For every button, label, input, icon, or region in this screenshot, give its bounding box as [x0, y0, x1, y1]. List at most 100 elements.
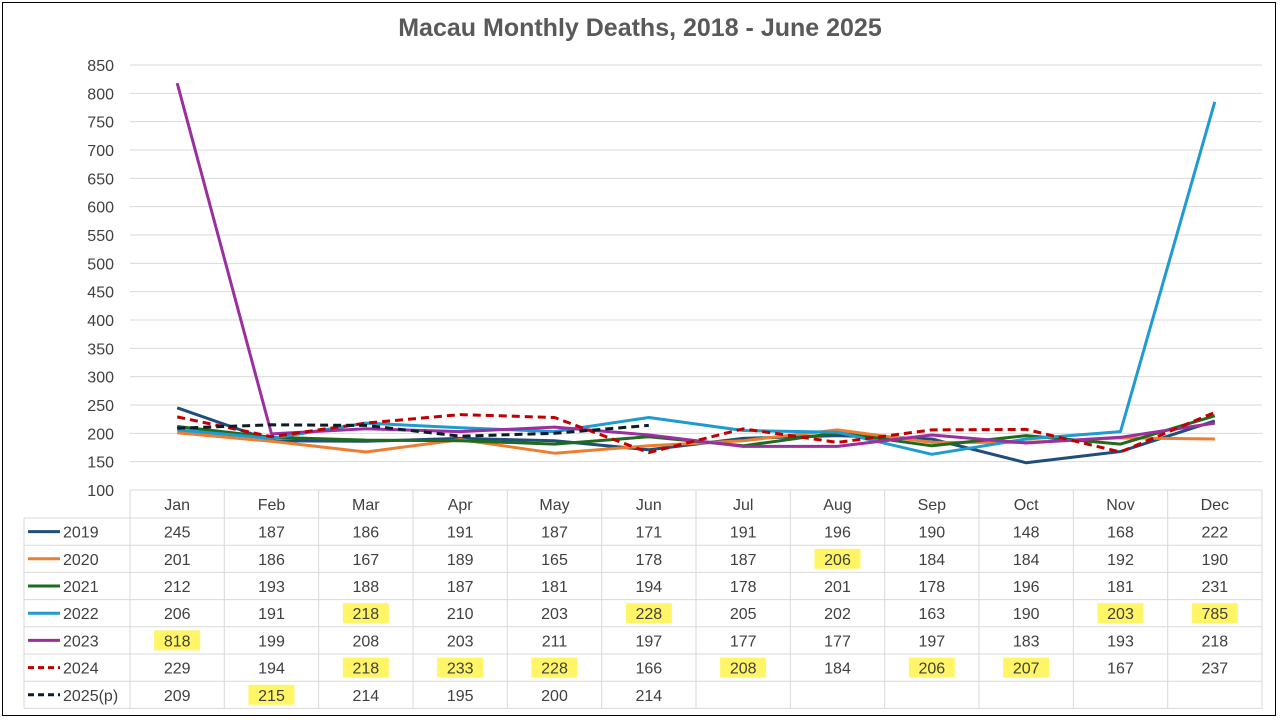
table-value: 218	[352, 606, 379, 623]
table-value: 165	[541, 552, 568, 569]
table-value: 212	[164, 579, 191, 596]
legend-label: 2019	[63, 525, 99, 542]
table-value: 187	[730, 552, 757, 569]
table-value: 177	[730, 633, 757, 650]
table-value: 214	[352, 688, 379, 705]
x-tick-label: Jan	[164, 497, 190, 514]
table-value: 245	[164, 525, 191, 542]
table-value: 203	[1107, 606, 1134, 623]
x-tick-label: Mar	[352, 497, 380, 514]
value-highlight	[437, 657, 484, 678]
x-tick-label: Oct	[1014, 497, 1039, 514]
table-value: 196	[824, 525, 851, 542]
table-value: 229	[164, 661, 191, 678]
table-value: 215	[258, 688, 285, 705]
table-value: 818	[164, 633, 191, 650]
chart-title: Macau Monthly Deaths, 2018 - June 2025	[398, 14, 882, 42]
table-value: 191	[258, 606, 285, 623]
table-value: 177	[824, 633, 851, 650]
x-tick-label: Aug	[823, 497, 851, 514]
table-value: 208	[352, 633, 379, 650]
table-value: 189	[447, 552, 474, 569]
table-value: 228	[541, 661, 568, 678]
table-value: 196	[1013, 579, 1040, 596]
series-lines	[175, 82, 1217, 465]
x-tick-label: Feb	[258, 497, 286, 514]
table-value: 197	[918, 633, 945, 650]
x-tick-label: Apr	[448, 497, 474, 514]
x-tick-label: Nov	[1106, 497, 1134, 514]
series-line-2022	[177, 101, 1217, 456]
y-tick-label: 550	[87, 228, 114, 245]
table-value: 190	[918, 525, 945, 542]
legend-label: 2021	[63, 579, 99, 596]
table-value: 190	[1201, 552, 1228, 569]
table-value: 167	[1107, 661, 1134, 678]
y-tick-label: 450	[87, 285, 114, 302]
table-value: 183	[1013, 633, 1040, 650]
table-value: 192	[1107, 552, 1134, 569]
y-tick-label: 650	[87, 171, 114, 188]
legend-label: 2020	[63, 552, 99, 569]
legend-label: 2024	[63, 661, 99, 678]
y-tick-label: 350	[87, 341, 114, 358]
y-tick-label: 200	[87, 426, 114, 443]
table-value: 199	[258, 633, 285, 650]
table-value: 208	[730, 661, 757, 678]
table-value: 222	[1201, 525, 1228, 542]
data-table: Jan Feb Mar Apr May Jun Jul Aug Sep Oct Nov Dec 2019…	[23, 490, 1263, 709]
value-highlight	[625, 603, 672, 624]
table-value: 187	[447, 579, 474, 596]
value-highlight	[248, 684, 295, 705]
legend-label: 2022	[63, 606, 99, 623]
table-value: 186	[352, 525, 379, 542]
table-value: 233	[447, 661, 474, 678]
table-value: 167	[352, 552, 379, 569]
y-tick-label: 800	[87, 86, 114, 103]
x-tick-label: Dec	[1201, 497, 1229, 514]
table-value: 205	[730, 606, 757, 623]
table-value: 178	[918, 579, 945, 596]
y-tick-label: 400	[87, 313, 114, 330]
table-value: 184	[824, 661, 851, 678]
table-value: 148	[1013, 525, 1040, 542]
x-tick-label: Sep	[918, 497, 947, 514]
value-highlight	[154, 630, 201, 651]
table-value: 218	[352, 661, 379, 678]
table-value: 206	[164, 606, 191, 623]
table-value: 193	[1107, 633, 1134, 650]
series-line-2025(p)	[177, 423, 649, 438]
table-value: 191	[730, 525, 757, 542]
x-tick-label: May	[539, 497, 569, 514]
table-value: 181	[541, 579, 568, 596]
table-value: 231	[1201, 579, 1228, 596]
table-value: 206	[918, 661, 945, 678]
table-value: 194	[635, 579, 662, 596]
x-tick-label: Jul	[733, 497, 753, 514]
table-value: 178	[635, 552, 662, 569]
value-highlight	[814, 548, 861, 569]
table-value: 168	[1107, 525, 1134, 542]
table-value: 187	[258, 525, 285, 542]
table-value: 228	[635, 606, 662, 623]
legend-label: 2025(p)	[63, 688, 118, 705]
y-tick-label: 300	[87, 370, 114, 387]
y-tick-label: 150	[87, 455, 114, 472]
table-value: 194	[258, 661, 285, 678]
y-tick-label: 700	[87, 143, 114, 160]
table-value: 202	[824, 606, 851, 623]
table-value: 214	[635, 688, 662, 705]
table-value: 785	[1201, 606, 1228, 623]
table-value: 186	[258, 552, 285, 569]
value-highlight	[342, 603, 389, 624]
y-tick-label: 750	[87, 115, 114, 132]
table-value: 207	[1013, 661, 1040, 678]
value-highlight	[1191, 603, 1238, 624]
y-tick-label: 250	[87, 398, 114, 415]
table-value: 200	[541, 688, 568, 705]
table-value: 201	[824, 579, 851, 596]
table-value: 197	[635, 633, 662, 650]
value-highlight	[531, 657, 578, 678]
